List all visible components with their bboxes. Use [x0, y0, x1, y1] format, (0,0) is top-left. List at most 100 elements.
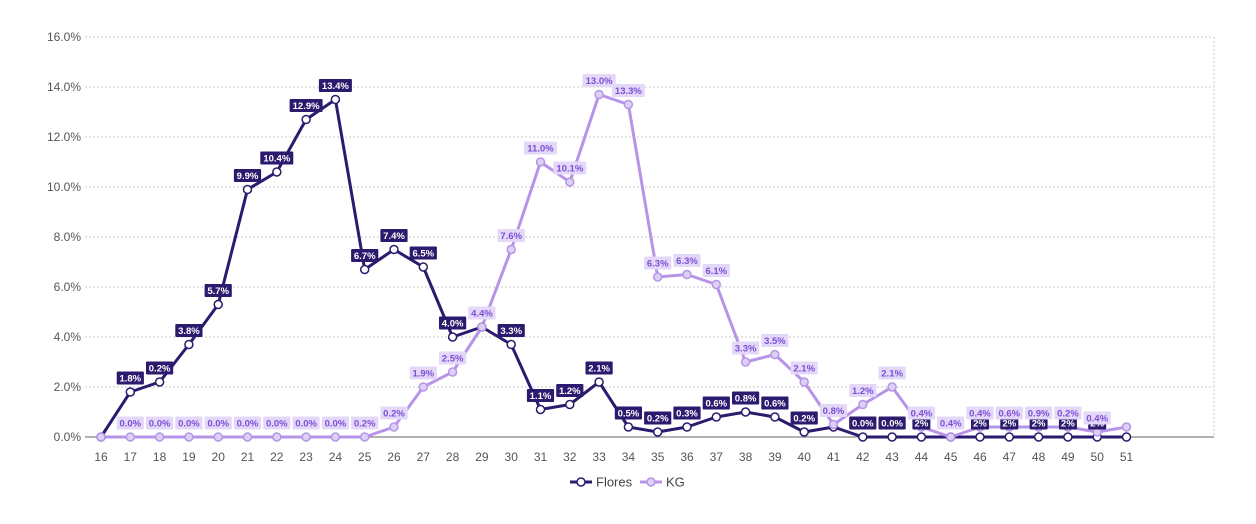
data-point — [828, 419, 839, 430]
data-label: 1.2% — [556, 384, 584, 397]
data-label-bg — [321, 416, 349, 430]
data-label-bg — [233, 169, 262, 182]
data-label: 0.4% — [907, 406, 935, 420]
y-tick-label: 4.0% — [54, 330, 82, 344]
x-tick-label: 27 — [417, 450, 431, 464]
data-label: 0.0% — [321, 416, 349, 430]
data-label-text: 0.8% — [735, 394, 757, 405]
data-label: 0.6% — [702, 396, 730, 410]
data-point — [770, 349, 780, 360]
data-point — [1004, 432, 1015, 442]
data-label-bg — [673, 254, 701, 267]
data-label: 10.1% — [553, 161, 587, 175]
data-label-text: 7.6% — [500, 231, 522, 242]
data-label-bg — [644, 411, 672, 425]
data-label: 0.4% — [1083, 411, 1111, 425]
data-label-bg — [409, 366, 437, 380]
y-tick-label: 12.0% — [47, 130, 81, 144]
data-label-bg — [732, 391, 760, 405]
data-label-bg — [907, 406, 935, 420]
data-point — [799, 427, 809, 437]
data-label-bg — [790, 411, 818, 425]
legend-label: KG — [666, 475, 685, 490]
data-label-bg — [585, 361, 613, 375]
x-tick-label: 26 — [387, 450, 401, 464]
data-label: 7.6% — [497, 229, 525, 242]
data-point — [359, 432, 370, 442]
data-label-bg — [1025, 406, 1053, 420]
x-tick-label: 17 — [124, 450, 138, 464]
data-label-text: 6.3% — [676, 256, 698, 267]
series-lines — [99, 93, 1127, 439]
data-point — [711, 412, 722, 422]
x-tick-label: 44 — [915, 450, 929, 464]
data-label: 0.0% — [849, 416, 877, 430]
data-label: 2% — [1000, 416, 1019, 430]
data-label: 0.4% — [937, 416, 965, 430]
x-tick-label: 32 — [563, 450, 577, 464]
data-label-bg — [582, 74, 616, 87]
data-label-bg — [351, 249, 379, 262]
x-tick-label: 22 — [270, 450, 284, 464]
data-point — [154, 377, 165, 387]
data-label: 3.8% — [175, 324, 203, 337]
data-label-bg — [409, 246, 437, 260]
data-label-bg — [497, 229, 525, 242]
data-point — [418, 382, 429, 392]
data-label-text: 1.9% — [412, 369, 434, 380]
data-label: 0.2% — [790, 411, 818, 425]
legend[interactable]: Flores KG — [570, 475, 685, 490]
data-point — [242, 432, 253, 442]
data-point — [301, 114, 311, 125]
data-label-bg — [439, 351, 467, 365]
data-label-text: 1.2% — [559, 386, 581, 397]
data-label-bg — [146, 361, 174, 375]
data-point — [242, 184, 253, 195]
legend-item-flores[interactable]: Flores — [570, 475, 633, 490]
data-label-text: 0.5% — [618, 409, 640, 420]
data-label-text: 0.2% — [647, 414, 669, 425]
data-label-text: 13.4% — [322, 81, 349, 92]
data-label: 6.7% — [351, 249, 379, 262]
legend-label: Flores — [596, 475, 633, 490]
data-label-bg — [1058, 416, 1077, 430]
x-tick-label: 25 — [358, 450, 372, 464]
data-label: 2% — [971, 416, 989, 430]
data-label: 1.2% — [849, 384, 877, 397]
legend-swatch-marker — [576, 477, 586, 487]
data-point — [799, 377, 809, 387]
data-label-bg — [175, 416, 203, 430]
data-label-text: 0.2% — [793, 414, 815, 425]
x-tick-label: 51 — [1120, 450, 1134, 464]
data-label: 13.4% — [318, 79, 352, 92]
data-point — [1033, 432, 1044, 442]
data-label-text: 0.2% — [383, 409, 405, 420]
data-label: 0.0% — [146, 416, 174, 430]
data-label-bg — [761, 396, 789, 410]
data-label-bg — [849, 416, 877, 430]
data-label-bg — [702, 264, 730, 277]
data-label-text: 6.3% — [647, 259, 669, 270]
data-label: 1.9% — [409, 366, 437, 380]
data-label: 2% — [1058, 416, 1077, 430]
series-line-flores — [99, 98, 1127, 439]
data-point — [389, 422, 399, 432]
data-label-bg — [1083, 411, 1111, 425]
data-label-bg — [526, 389, 555, 402]
data-point — [565, 177, 575, 187]
data-point — [652, 427, 663, 437]
data-label-text: 1.8% — [119, 374, 141, 385]
data-label: 0.6% — [995, 406, 1023, 420]
data-point — [154, 432, 165, 442]
data-label: 13.3% — [611, 84, 645, 97]
data-label-text: 6.1% — [705, 266, 727, 277]
data-label-text: 0.2% — [1057, 409, 1079, 420]
data-label-text: 0.0% — [119, 419, 141, 430]
data-label: 0.0% — [878, 416, 906, 430]
legend-item-kg[interactable]: KG — [640, 475, 685, 490]
data-label-text: 10.4% — [263, 154, 290, 165]
x-tick-label: 28 — [446, 450, 460, 464]
data-label-text: 2% — [1032, 419, 1046, 430]
x-tick-label: 35 — [651, 450, 665, 464]
